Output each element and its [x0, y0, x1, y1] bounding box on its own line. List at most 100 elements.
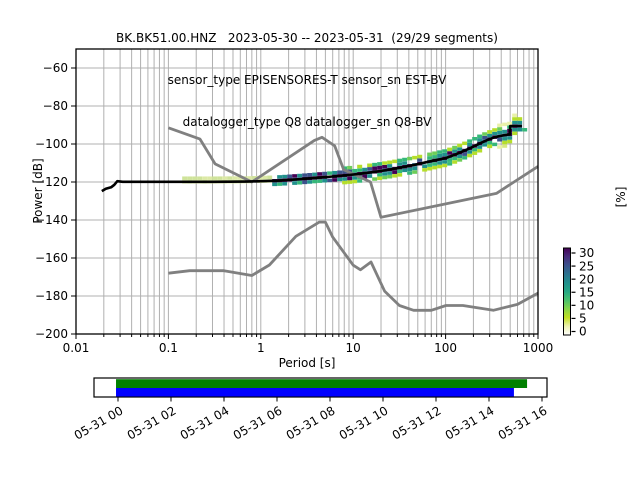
psd-cell [392, 159, 398, 164]
psd-cell [302, 173, 308, 177]
psd-cell [247, 176, 253, 180]
psd-cell [437, 150, 443, 154]
psd-cell [507, 121, 513, 126]
psd-cell [182, 176, 188, 180]
psd-cell [307, 173, 313, 177]
psd-cell [197, 176, 203, 180]
psd-cell [462, 152, 468, 156]
title-line-2: sensor_type EPISENSORES-T sensor_sn EST-… [167, 73, 447, 87]
psd-cell [482, 143, 488, 147]
psd-cell [457, 143, 463, 148]
psd-cell [477, 145, 483, 149]
psd-cell [312, 179, 318, 184]
psd-cell [427, 163, 433, 167]
psd-cell [462, 156, 468, 160]
psd-cell [412, 166, 418, 171]
psd-cell [292, 174, 298, 178]
timeline-tick-label: 05-31 10 [337, 403, 391, 442]
psd-cell [502, 122, 508, 127]
psd-cell [467, 142, 473, 147]
colorbar-tick-label: 10 [579, 299, 594, 313]
psd-cell [462, 141, 468, 146]
psd-cell [502, 144, 508, 148]
psd-cell [327, 178, 333, 183]
psd-cell [507, 139, 513, 144]
psd-cell [232, 176, 238, 180]
psd-cell [502, 140, 508, 145]
y-tick-label: −60 [43, 61, 68, 75]
psd-cell [412, 170, 418, 174]
psd-cell [437, 161, 443, 165]
y-axis-label: Power [dB] [31, 158, 45, 224]
psd-cell [327, 171, 333, 175]
x-tick-label: 1 [257, 341, 265, 355]
psd-cell [512, 113, 518, 118]
colorbar-tick-label: 20 [579, 272, 594, 286]
psd-cell [497, 130, 503, 135]
psd-cell [452, 160, 458, 164]
psd-cell [477, 148, 483, 153]
psd-cell [252, 176, 258, 180]
timeline-tick-label: 05-31 04 [178, 403, 232, 442]
psd-cell [382, 175, 388, 180]
y-tick-label: −140 [35, 213, 68, 227]
psd-cell [442, 160, 448, 164]
psd-cell [342, 170, 348, 174]
psd-cell [497, 123, 503, 128]
y-tick-label: −160 [35, 251, 68, 265]
colorbar-tick-label: 30 [579, 246, 594, 260]
colorbar-label: [%] [614, 186, 628, 208]
psd-cell [497, 127, 503, 131]
psd-cell [392, 170, 398, 174]
psd-cell [292, 181, 298, 185]
psd-cell [402, 161, 408, 165]
psd-cell [452, 149, 458, 153]
psd-cell [407, 167, 413, 172]
psd-cell [427, 152, 433, 157]
psd-cell [357, 164, 363, 169]
psd-cell [372, 162, 378, 167]
psd-cell [432, 165, 438, 170]
psd-cell [352, 179, 358, 184]
psd-cell [397, 173, 403, 177]
psd-cell [397, 169, 403, 174]
psd-cell [487, 133, 493, 138]
psd-cell [397, 162, 403, 166]
psd-cell [297, 181, 303, 185]
psd-cell [362, 174, 368, 179]
psd-cell [447, 151, 453, 155]
x-tick-label: 0.01 [63, 341, 90, 355]
psd-cell [457, 147, 463, 151]
psd-cell [472, 147, 478, 152]
nhnm-noise-model-line [167, 126, 539, 219]
psd-cell [432, 151, 438, 155]
psd-cell [397, 158, 403, 163]
psd-cell [427, 156, 433, 160]
psd-cell [307, 180, 313, 184]
psd-cell [467, 150, 473, 154]
psd-cell [522, 128, 528, 132]
psd-cell [492, 128, 498, 132]
timeline-coverage-green [116, 379, 528, 388]
psd-cell [457, 158, 463, 162]
psd-cell [467, 139, 473, 143]
psd-cell [212, 176, 218, 180]
psd-cell [282, 174, 288, 179]
psd-cell [187, 176, 193, 180]
psd-cell [382, 172, 388, 176]
psd-cell [287, 174, 293, 178]
colorbar [563, 247, 571, 336]
psd-cell [487, 130, 493, 134]
colorbar-tick-label: 0 [579, 325, 587, 339]
psd-cell [512, 131, 518, 136]
psd-cell [377, 165, 383, 170]
timeline-tick-label: 05-31 00 [72, 403, 126, 442]
psd-cell [297, 173, 303, 178]
psd-cell [262, 175, 268, 180]
psd-cell [402, 168, 408, 173]
psd-cell [302, 180, 308, 185]
psd-cell [452, 145, 458, 150]
psd-cell [437, 153, 443, 158]
psd-cell [517, 128, 523, 132]
